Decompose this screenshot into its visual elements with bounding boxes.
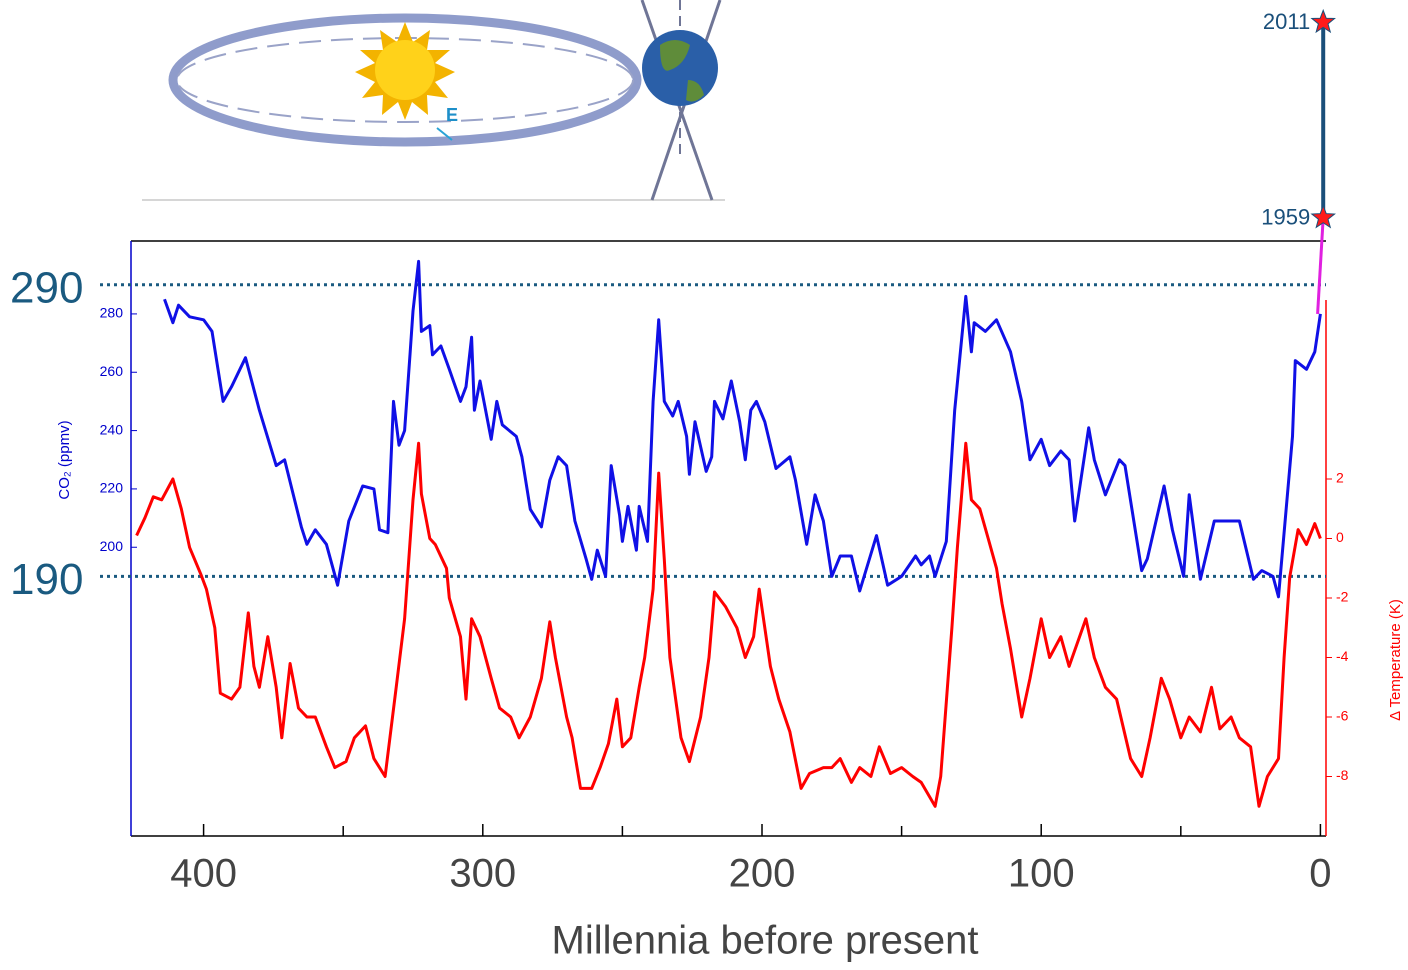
x-tick-label: 300 [449,852,516,896]
y-axis-title: CO₂ (ppmv) [56,420,73,499]
year-label: 1959 [1261,204,1310,229]
y2-tick-label: 2 [1336,470,1344,486]
e-label: E [446,105,458,125]
series-line [1318,218,1324,314]
y-tick-label: 240 [100,421,124,437]
sun [375,40,435,100]
y2-axis-title: Δ Temperature (K) [1387,599,1404,721]
year-label: 2011 [1263,9,1310,34]
y2-tick-label: 0 [1336,529,1344,545]
y-tick-label: 220 [100,480,124,496]
x-tick-label: 100 [1008,852,1075,896]
y2-tick-label: -8 [1336,767,1349,783]
x-axis-title: Millennia before present [552,919,979,963]
reference-label: 290 [10,263,83,312]
y-tick-label: 260 [100,363,124,379]
reference-label: 190 [10,555,83,604]
orbit-illustration: E [142,0,725,200]
page: {"chart_data": { "type": "line", "x_labe… [0,0,1408,970]
chart: E Millennia before present CO₂ (ppmv) Δ … [0,0,1408,970]
x-tick-label: 200 [729,852,796,896]
x-tick-label: 0 [1309,852,1331,896]
y-tick-label: 280 [100,305,124,321]
x-tick-label: 400 [170,852,237,896]
y2-tick-label: -6 [1336,708,1349,724]
y2-tick-label: -4 [1336,648,1349,664]
y2-tick-label: -2 [1336,589,1349,605]
series-line [165,261,1321,596]
y-tick-label: 200 [100,538,124,554]
series-line [137,443,1321,806]
